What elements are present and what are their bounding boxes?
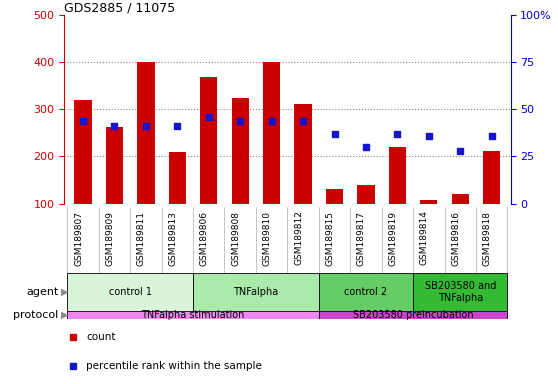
Bar xyxy=(357,185,374,204)
Text: GSM189813: GSM189813 xyxy=(169,210,177,266)
Text: ▶: ▶ xyxy=(61,287,69,297)
Text: GSM189806: GSM189806 xyxy=(200,210,209,266)
Text: GSM189819: GSM189819 xyxy=(388,210,397,266)
Bar xyxy=(137,62,155,204)
Bar xyxy=(413,273,507,311)
Point xyxy=(267,118,276,124)
Text: TNFalpha stimulation: TNFalpha stimulation xyxy=(141,310,245,320)
Text: count: count xyxy=(86,332,116,342)
Point xyxy=(425,133,434,139)
Bar xyxy=(263,62,280,204)
Text: GSM189811: GSM189811 xyxy=(137,210,146,266)
Text: GSM189818: GSM189818 xyxy=(483,210,492,266)
Text: GSM189817: GSM189817 xyxy=(357,210,366,266)
Text: agent: agent xyxy=(26,287,59,297)
Bar xyxy=(319,311,507,319)
Point xyxy=(299,118,307,124)
Text: TNFalpha: TNFalpha xyxy=(233,287,278,297)
Point xyxy=(141,123,150,129)
Point xyxy=(204,114,213,120)
Text: percentile rank within the sample: percentile rank within the sample xyxy=(86,361,262,371)
Bar xyxy=(420,200,437,204)
Text: GSM189807: GSM189807 xyxy=(74,210,83,266)
Text: GSM189816: GSM189816 xyxy=(451,210,460,266)
Bar xyxy=(326,189,343,204)
Point xyxy=(362,144,371,150)
Text: GSM189808: GSM189808 xyxy=(231,210,240,266)
Text: GSM189810: GSM189810 xyxy=(263,210,272,266)
Bar xyxy=(389,147,406,204)
Text: SB203580 and
TNFalpha: SB203580 and TNFalpha xyxy=(425,281,496,303)
Bar xyxy=(193,273,319,311)
Text: GSM189812: GSM189812 xyxy=(294,210,303,265)
Text: GSM189814: GSM189814 xyxy=(420,210,429,265)
Bar xyxy=(295,104,312,204)
Bar xyxy=(74,100,92,204)
Point xyxy=(173,123,182,129)
Point xyxy=(79,118,88,124)
Bar xyxy=(200,76,218,204)
Point xyxy=(487,133,496,139)
Bar xyxy=(483,151,501,204)
Text: GDS2885 / 11075: GDS2885 / 11075 xyxy=(64,1,175,14)
Text: protocol: protocol xyxy=(13,310,59,320)
Text: SB203580 preincubation: SB203580 preincubation xyxy=(353,310,473,320)
Point xyxy=(110,123,119,129)
Bar xyxy=(232,98,249,204)
Point xyxy=(393,131,402,137)
Bar xyxy=(68,311,319,319)
Text: control 2: control 2 xyxy=(344,287,387,297)
Bar xyxy=(319,273,413,311)
Point xyxy=(456,148,465,154)
Bar xyxy=(68,273,193,311)
Text: control 1: control 1 xyxy=(109,287,152,297)
Bar xyxy=(169,152,186,204)
Point xyxy=(235,118,244,124)
Text: GSM189815: GSM189815 xyxy=(325,210,335,266)
Point xyxy=(330,131,339,137)
Bar xyxy=(106,127,123,204)
Bar xyxy=(451,194,469,204)
Text: GSM189809: GSM189809 xyxy=(105,210,114,266)
Text: ▶: ▶ xyxy=(61,310,69,320)
